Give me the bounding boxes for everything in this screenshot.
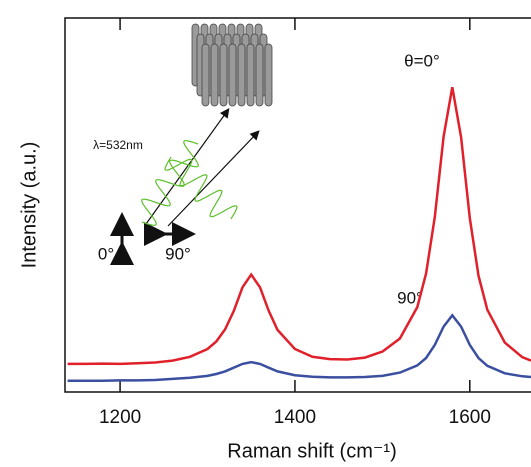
nanotube xyxy=(219,43,228,107)
nanotube xyxy=(210,43,219,107)
x-tick-label: 1400 xyxy=(274,407,316,428)
inset-arrow xyxy=(145,108,230,225)
nanotube xyxy=(264,43,273,107)
series-line xyxy=(67,86,531,366)
nanotube xyxy=(255,43,264,107)
nanotube xyxy=(201,43,210,107)
x-axis-label: Raman shift (cm⁻¹) xyxy=(227,440,396,462)
light-wave xyxy=(141,140,199,226)
inset-arrow xyxy=(167,130,260,227)
inset-label: 90° xyxy=(165,244,191,263)
inset-label: λ=532nm xyxy=(93,138,143,152)
inset-label: 0° xyxy=(98,244,114,263)
plot-frame xyxy=(64,17,531,393)
inset-diagram xyxy=(141,23,273,226)
inset-label: e xyxy=(147,224,153,239)
light-wave xyxy=(164,156,238,220)
y-axis-label: Intensity (a.u.) xyxy=(18,142,40,269)
nanotube xyxy=(237,43,246,107)
x-tick-label: 1200 xyxy=(99,407,141,428)
annotation: θ=0° xyxy=(404,51,440,70)
x-tick-label: 1600 xyxy=(449,407,491,428)
annotation: 90° xyxy=(397,288,423,307)
nanotube xyxy=(228,43,237,107)
series-line xyxy=(67,313,531,383)
nanotube xyxy=(246,43,255,107)
